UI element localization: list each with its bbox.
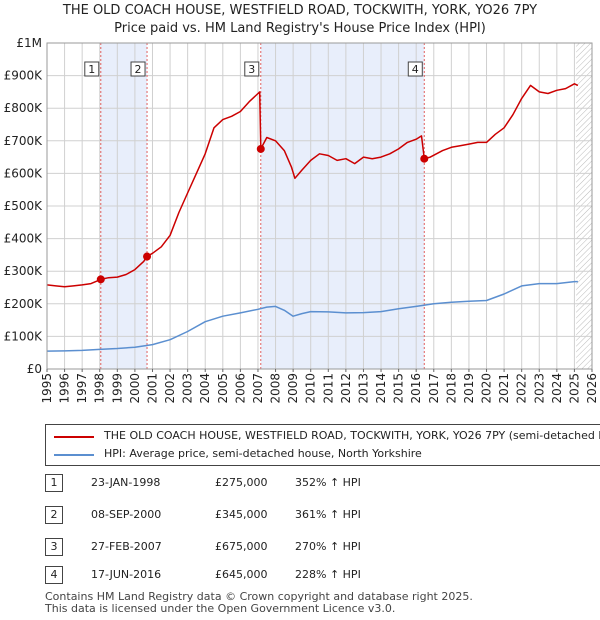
x-tick-label: 1999	[110, 373, 124, 404]
x-tick-label: 2008	[269, 373, 283, 404]
sale-label: 2	[135, 63, 142, 76]
x-tick-label: 2011	[321, 373, 335, 404]
transaction-price: £645,000	[215, 568, 268, 581]
legend: THE OLD COACH HOUSE, WESTFIELD ROAD, TOC…	[45, 424, 600, 466]
transaction-date: 23-JAN-1998	[91, 476, 161, 489]
sale-point	[420, 154, 429, 163]
y-tick-label: £600K	[4, 166, 44, 180]
transaction-hpi: 352% ↑ HPI	[295, 476, 361, 489]
x-tick-label: 2022	[515, 373, 529, 404]
y-tick-label: £300K	[4, 264, 44, 278]
transaction-date: 27-FEB-2007	[91, 540, 162, 553]
x-tick-label: 2016	[409, 373, 423, 404]
x-tick-label: 2015	[392, 373, 406, 404]
transaction-hpi: 270% ↑ HPI	[295, 540, 361, 553]
x-tick-label: 2024	[550, 373, 564, 404]
sale-point	[96, 275, 105, 284]
transaction-number: 2	[45, 506, 63, 524]
transaction-price: £275,000	[215, 476, 268, 489]
x-tick-label: 2007	[251, 373, 265, 404]
x-tick-label: 2000	[128, 373, 142, 404]
x-tick-label: 2017	[427, 373, 441, 404]
transaction-hpi: 228% ↑ HPI	[295, 568, 361, 581]
x-tick-label: 2005	[216, 373, 230, 404]
sale-label: 3	[248, 63, 255, 76]
legend-swatch-property	[54, 436, 94, 438]
sale-label-box	[244, 61, 260, 77]
y-tick-label: £200K	[4, 297, 44, 311]
x-tick-label: 2012	[339, 373, 353, 404]
x-tick-label: 2001	[145, 373, 159, 404]
x-tick-label: 1996	[58, 373, 72, 404]
x-tick-label: 2014	[374, 373, 388, 404]
transaction-date: 08-SEP-2000	[91, 508, 162, 521]
transaction-row: 4 17-JUN-2016 £645,000 228% ↑ HPI	[45, 566, 565, 586]
sale-point	[256, 144, 265, 153]
y-tick-label: £900K	[4, 69, 44, 83]
sale-label-box	[84, 61, 100, 77]
x-tick-label: 2003	[181, 373, 195, 404]
sale-label-box	[407, 61, 423, 77]
x-tick-label: 1997	[75, 373, 89, 404]
property-price-line	[46, 83, 579, 288]
x-tick-label: 2013	[356, 373, 370, 404]
price-chart: 1 2 3 4 £0 £100K £200K £300K £400K £500K £600K £700…	[4, 36, 599, 404]
transaction-number: 3	[45, 538, 63, 556]
y-tick-label: £700K	[4, 134, 44, 148]
x-tick-label: 2023	[532, 373, 546, 404]
transaction-number: 1	[45, 474, 63, 492]
y-tick-label: £0	[27, 362, 42, 376]
sale-label: 1	[88, 63, 95, 76]
x-tick-label: 2010	[304, 373, 318, 404]
x-tick-label: 2004	[198, 373, 212, 404]
x-tick-label: 2006	[233, 373, 247, 404]
legend-swatch-hpi	[54, 454, 94, 456]
legend-label-property: THE OLD COACH HOUSE, WESTFIELD ROAD, TOC…	[104, 429, 600, 442]
y-tick-label: £500K	[4, 199, 44, 213]
sale-label-box	[130, 61, 146, 77]
sale-label: 4	[412, 63, 419, 76]
transaction-row: 3 27-FEB-2007 £675,000 270% ↑ HPI	[45, 538, 565, 558]
x-tick-label: 2026	[585, 373, 599, 404]
transaction-row: 1 23-JAN-1998 £275,000 352% ↑ HPI	[45, 474, 565, 494]
transaction-number: 4	[45, 566, 63, 584]
x-tick-label: 2002	[163, 373, 177, 404]
x-tick-label: 1998	[93, 373, 107, 404]
footer-copyright: Contains HM Land Registry data © Crown c…	[45, 590, 473, 603]
y-tick-label: £100K	[4, 329, 44, 343]
x-tick-label: 2025	[567, 373, 581, 404]
x-tick-label: 2020	[480, 373, 494, 404]
footer-licence: This data is licensed under the Open Gov…	[45, 602, 396, 615]
x-tick-label: 2009	[286, 373, 300, 404]
y-tick-label: £800K	[4, 101, 44, 115]
x-tick-label: 1995	[40, 373, 54, 404]
sale-point	[143, 252, 152, 261]
transaction-row: 2 08-SEP-2000 £345,000 361% ↑ HPI	[45, 506, 565, 526]
plot-frame	[46, 42, 593, 370]
chart-subtitle: Price paid vs. HM Land Registry's House …	[114, 21, 486, 36]
legend-label-hpi: HPI: Average price, semi-detached house,…	[104, 447, 422, 460]
transaction-price: £345,000	[215, 508, 268, 521]
x-tick-label: 2019	[462, 373, 476, 404]
hpi-line	[46, 280, 578, 352]
y-tick-label: £1M	[16, 36, 42, 50]
transaction-price: £675,000	[215, 540, 268, 553]
legend-item-property: THE OLD COACH HOUSE, WESTFIELD ROAD, TOC…	[54, 429, 600, 445]
y-tick-label: £400K	[4, 232, 44, 246]
x-tick-label: 2021	[497, 373, 511, 404]
transaction-date: 17-JUN-2016	[91, 568, 162, 581]
transaction-hpi: 361% ↑ HPI	[295, 508, 361, 521]
x-tick-label: 2018	[444, 373, 458, 404]
chart-title: THE OLD COACH HOUSE, WESTFIELD ROAD, TOC…	[62, 3, 538, 18]
